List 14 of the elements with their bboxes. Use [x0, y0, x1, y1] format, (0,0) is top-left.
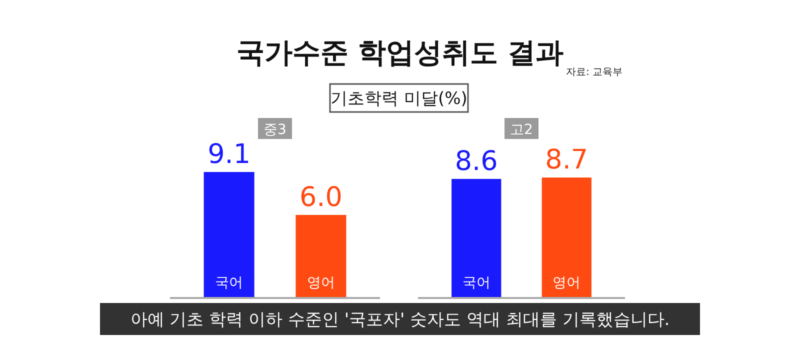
chart-title: 국가수준 학업성취도 결과 [236, 36, 564, 69]
chart-subtitle: 기초학력 미달(%) [330, 89, 468, 109]
data-label: 8.7 [545, 144, 588, 176]
data-label: 8.6 [454, 146, 498, 177]
x-tick-label: 국어 [462, 275, 490, 291]
data-label: 9.1 [208, 139, 251, 170]
text: 아예 기초 학력 이하 수준인 '국포자' 숫자도 역대 최대를 기록했습니다. [130, 310, 670, 330]
text: 자료: 교육부 [566, 67, 623, 78]
x-tick-label: 영어 [306, 275, 335, 291]
x-axis-title: 중3 [264, 122, 286, 138]
x-tick-label: 영어 [552, 275, 581, 291]
x-tick-label: 국어 [215, 275, 244, 291]
x-axis-title: 고2 [510, 122, 533, 138]
data-label: 6.0 [299, 182, 342, 213]
